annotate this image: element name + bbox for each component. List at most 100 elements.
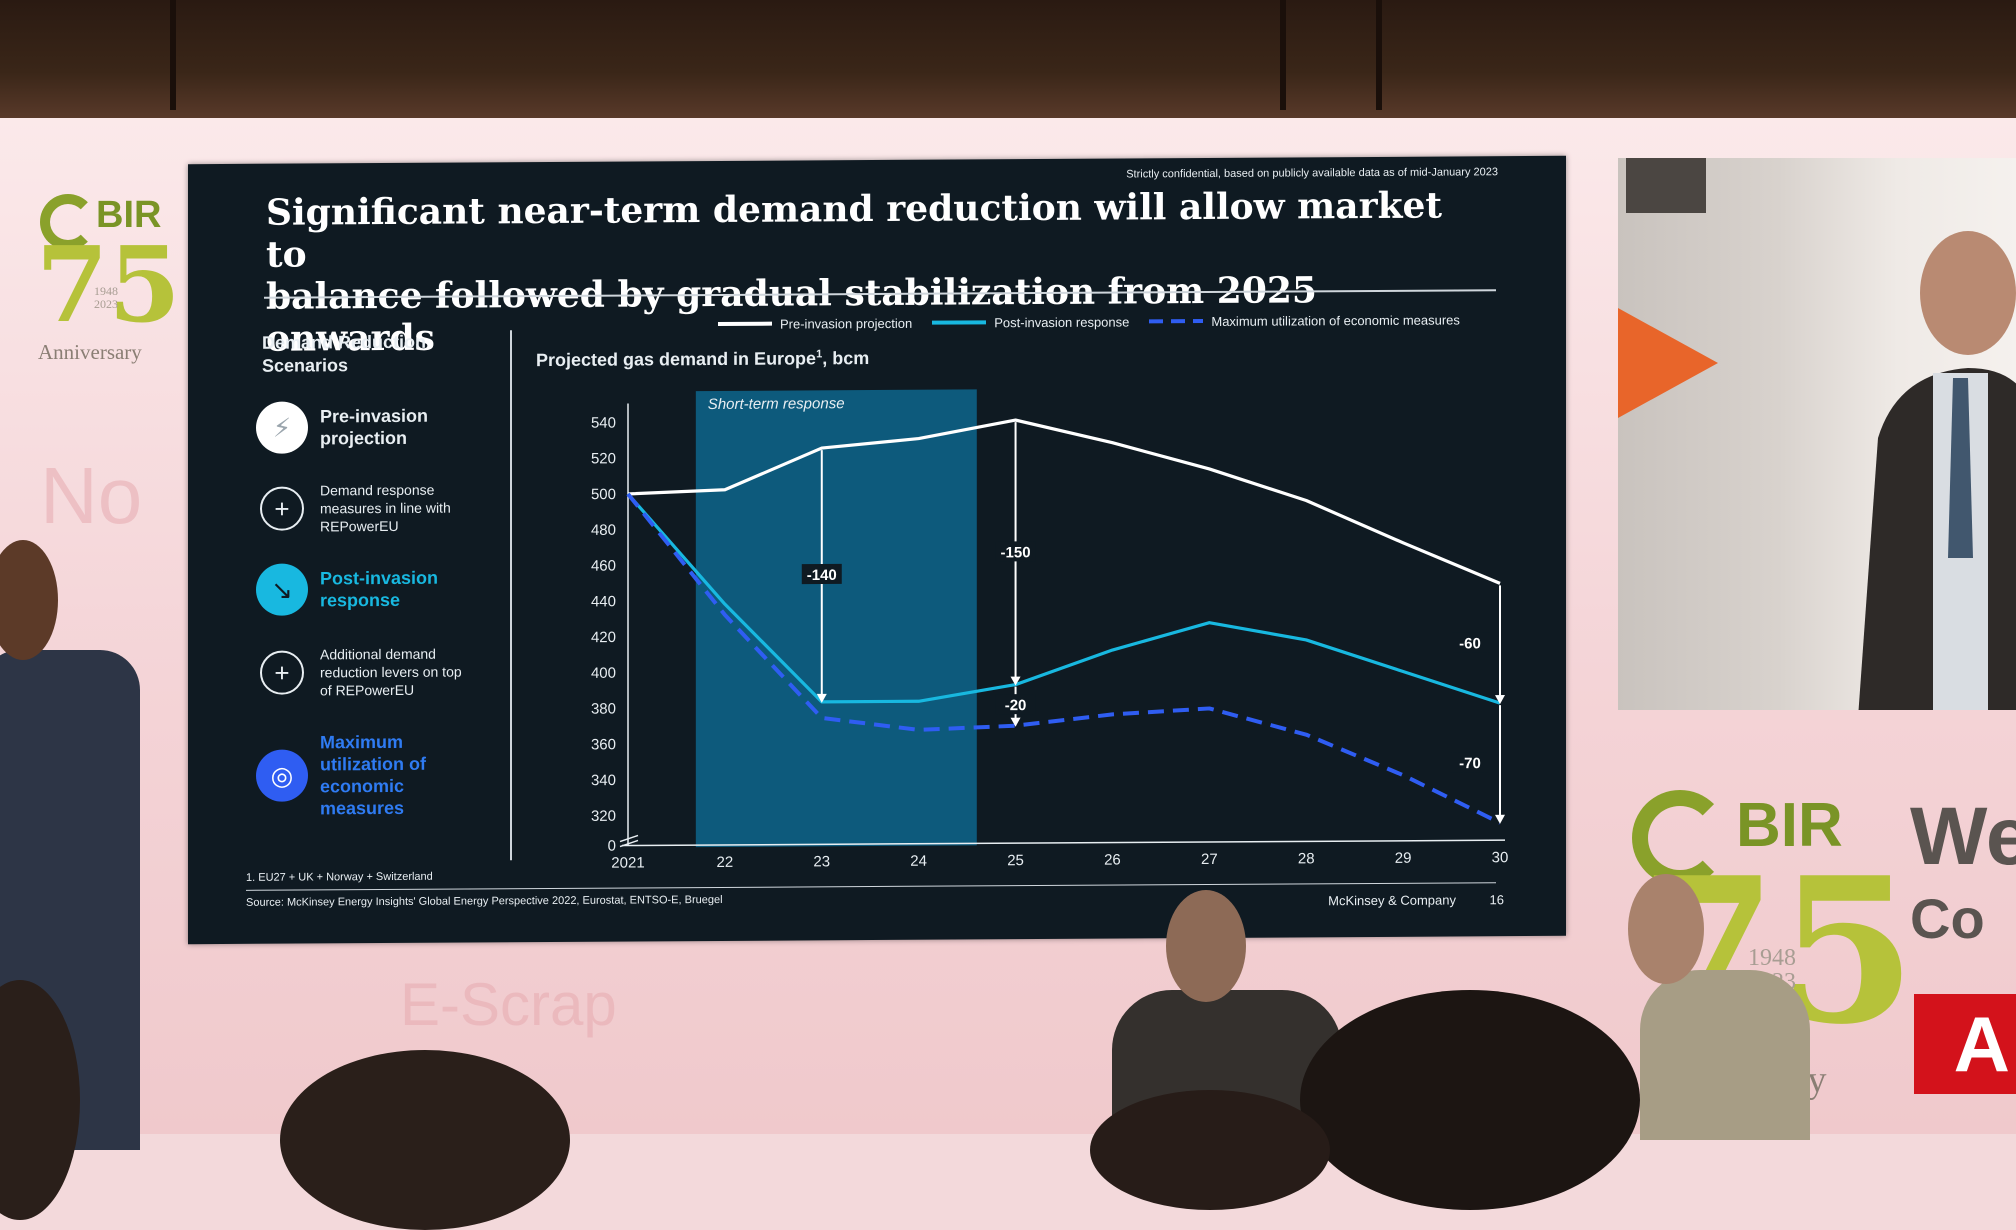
short-term-response-region — [695, 389, 977, 848]
annotation-arrowhead — [1495, 695, 1505, 705]
source-note: Source: McKinsey Energy Insights' Global… — [246, 893, 723, 909]
legend-item: Pre-invasion projection — [718, 315, 912, 331]
y-tick-label: 340 — [591, 772, 616, 789]
audience-head — [280, 1050, 570, 1230]
y-tick-label: 480 — [591, 522, 616, 539]
sidebar-title: Demand Reduction Scenarios — [262, 331, 427, 376]
page-number: 16 — [1489, 892, 1504, 908]
annotation-arrowhead — [1010, 676, 1021, 686]
x-tick-label: 30 — [1492, 849, 1508, 866]
wall-sign-text: We — [1910, 791, 2016, 882]
scenario-item: ⚡ Pre-invasion projection — [256, 400, 470, 454]
annotation-label-bg — [995, 541, 1036, 562]
x-tick-label: 22 — [717, 854, 734, 871]
bir-ring-icon — [40, 194, 96, 250]
annotation-label: -140 — [807, 567, 837, 584]
chart-title-unit: , bcm — [822, 348, 870, 369]
x-tick-label: 25 — [1007, 852, 1024, 869]
speaker-video-feed — [1618, 158, 2016, 710]
plus-icon: + — [260, 486, 304, 531]
series-line — [626, 492, 1501, 825]
legend-swatch — [932, 320, 987, 325]
gas-demand-chart: Short-term response 0 320 340 360 380 400 420 44… — [591, 389, 1508, 872]
series-line — [627, 418, 1501, 585]
legend-item: Maximum utilization of economic measures — [1149, 312, 1460, 329]
x-tick-label: 28 — [1298, 850, 1315, 867]
axis-break-mark — [619, 834, 639, 843]
x-tick-label: 26 — [1104, 852, 1121, 869]
target-icon: ◎ — [256, 749, 308, 802]
scenario-label: Maximum utilization of economic measures — [320, 731, 426, 819]
chart-down-icon: ↘ — [256, 563, 308, 616]
short-term-response-label: Short-term response — [708, 395, 845, 413]
y-tick-label: 360 — [591, 736, 616, 753]
legend-label: Maximum utilization of economic measures — [1211, 311, 1460, 329]
bir-logo-anniversary: Anniversary — [38, 340, 142, 364]
chart-title: Projected gas demand in Europe1, bcm — [536, 348, 869, 371]
lightning-icon: ⚡ — [256, 401, 308, 454]
y-tick-label: 440 — [591, 593, 616, 610]
y-tick-label: 460 — [591, 558, 616, 575]
annotation-label-bg — [1450, 752, 1490, 773]
audience-head — [1300, 990, 1640, 1210]
standing-person — [1640, 970, 1810, 1140]
legend-label: Pre-invasion projection — [780, 315, 913, 332]
axis-break-mark — [619, 839, 639, 848]
scenario-label: Additional demand reduction levers on to… — [320, 645, 462, 699]
y-tick-label: 500 — [591, 486, 616, 503]
scenario-item: + Additional demand reduction levers on … — [256, 644, 470, 699]
footer-divider — [246, 882, 1496, 891]
annotation-label-bg — [1450, 632, 1490, 653]
annotation-arrowhead — [816, 693, 827, 703]
legend-item: Post-invasion response — [932, 314, 1129, 330]
annotation-label: -70 — [1459, 755, 1481, 772]
bir-logo-word: BIR — [1736, 791, 1843, 860]
scenario-item: ↘ Post-invasion response — [256, 562, 470, 616]
y-tick-label: 400 — [591, 665, 616, 682]
x-axis — [622, 839, 1505, 847]
x-tick-label: 29 — [1395, 850, 1412, 867]
annotation-label: -150 — [1001, 544, 1031, 561]
presentation-slide: Strictly confidential, based on publicly… — [188, 155, 1566, 945]
legend-swatch — [718, 321, 772, 326]
backdrop-faint-text: No — [40, 451, 143, 540]
legend-swatch — [1149, 319, 1204, 324]
scenario-label: Demand response measures in line with RE… — [320, 481, 451, 535]
y-tick-label: 540 — [591, 415, 616, 432]
legend-label: Post-invasion response — [994, 313, 1130, 330]
standing-person-head — [1628, 874, 1704, 984]
y-tick-label: 380 — [591, 700, 616, 717]
bir-logo-number: 75 — [36, 223, 181, 346]
y-tick-label: 0 — [608, 838, 616, 855]
annotation-label: -60 — [1459, 635, 1481, 652]
scenario-item: ◎ Maximum utilization of economic measur… — [256, 731, 450, 820]
chart-title-text: Projected gas demand in Europe — [536, 348, 817, 371]
ceiling-beam — [1280, 0, 1286, 110]
seated-panelist-head — [1166, 890, 1246, 1002]
bir-logo-word: BIR — [96, 194, 162, 236]
red-wall-sign: A — [1914, 994, 2016, 1094]
ceiling-beam — [1376, 0, 1382, 110]
slide-title-line: Significant near-term demand reduction w… — [266, 184, 1443, 276]
x-tick-label: 24 — [910, 853, 927, 870]
scenario-item: + Demand response measures in line with … — [256, 480, 470, 535]
chart-legend: Pre-invasion projection Post-invasion re… — [718, 308, 1460, 335]
annotation-label-bg — [995, 694, 1036, 715]
annotation-arrowhead — [1010, 717, 1021, 727]
annotation-arrowhead — [1495, 814, 1505, 824]
annotation-label: -20 — [1005, 697, 1027, 714]
x-tick-label: 23 — [813, 853, 830, 870]
wall-sign-text: Co — [1910, 887, 1985, 950]
ceiling — [0, 0, 2016, 120]
footnote: 1. EU27 + UK + Norway + Switzerland — [246, 870, 433, 884]
video-background-shape — [1626, 158, 1706, 213]
x-tick-label: 2021 — [611, 854, 644, 871]
bir-logo-years: 1948 2023 — [94, 284, 118, 311]
orange-arrow-icon — [1618, 308, 1718, 418]
plus-icon: + — [260, 650, 304, 695]
audience-head — [1090, 1090, 1330, 1210]
bir-75-logo: BIR 75 1948 2023 Anniversary — [36, 190, 181, 370]
y-tick-label: 520 — [591, 450, 616, 467]
presenter-figure — [1858, 231, 2016, 710]
y-tick-label: 320 — [591, 808, 616, 825]
